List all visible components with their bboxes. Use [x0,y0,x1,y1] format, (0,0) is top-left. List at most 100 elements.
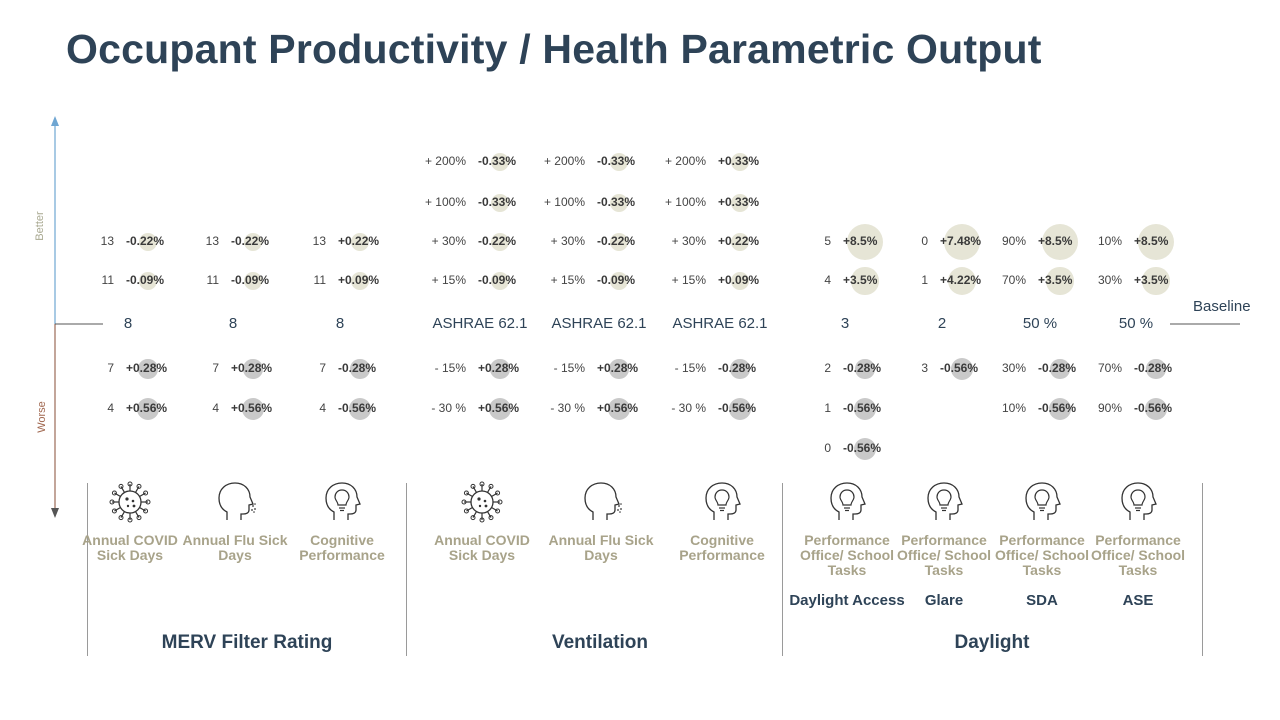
percent-change: -0.56% [843,401,882,415]
percent-change: +3.5% [1134,273,1169,287]
percent-change: -0.56% [1038,401,1077,415]
better-arrow-head [51,116,59,126]
level-value: + 200% [664,154,706,168]
level-value: 30% [1001,361,1026,375]
level-value: 7 [319,361,326,375]
level-value: - 15% [434,361,466,375]
metric-label: Annual COVID Sick Days [82,532,178,563]
percent-change: +3.5% [1038,273,1073,287]
decline-circle [728,397,752,421]
percent-change: +8.5% [843,234,878,248]
percent-change: +7.48% [940,234,982,248]
percent-change: +4.22% [940,273,982,287]
level-value: + 100% [424,195,466,209]
level-value: + 15% [550,273,585,287]
baseline-value: 2 [937,315,947,332]
improvement-circle [730,193,750,213]
percent-change: +0.28% [597,361,639,375]
percent-change: -0.28% [1038,361,1077,375]
decline-circle [730,359,750,379]
improvement-circle [138,232,158,252]
improvement-circle [1046,267,1074,295]
percent-change: +0.28% [231,361,273,375]
percent-change: +0.56% [231,401,273,415]
daylight-metric-label: Glare [924,592,964,609]
percent-change: +0.56% [478,401,520,415]
metric-label: Performance Office/ School Tasks [994,532,1090,578]
improvement-circle [350,232,370,252]
percent-change: +3.5% [843,273,878,287]
level-value: + 100% [664,195,706,209]
metric-label: Cognitive Performance [679,532,765,563]
group-title-ventilation: Ventilation [551,632,649,653]
metric-label: Performance Office/ School Tasks [1090,532,1186,578]
baseline-value: ASHRAE 62.1 [551,315,647,332]
improvement-circle [243,271,263,291]
level-value: 4 [107,401,114,415]
level-value: 13 [205,234,219,248]
decline-circle [241,397,265,421]
improvement-circle [490,193,510,213]
flu-head-icon [579,480,623,524]
decline-circle [853,437,877,461]
improvement-circle [1142,267,1170,295]
level-value: 1 [824,401,831,415]
metric-label: Performance Office/ School Tasks [799,532,895,578]
decline-circle [950,357,974,381]
percent-change: +8.5% [1134,234,1169,248]
percent-change: +0.33% [718,154,760,168]
lightbulb-head-icon [922,480,966,524]
group-divider [406,483,407,656]
decline-circle [1144,397,1168,421]
level-value: - 30 % [550,401,585,415]
level-value: 1 [921,273,928,287]
lightbulb-head-icon [1116,480,1160,524]
improvement-circle [730,232,750,252]
baseline-value: 50 % [1022,315,1058,332]
flu-head-icon [213,480,257,524]
level-value: + 15% [431,273,466,287]
decline-circle [1050,359,1070,379]
lightbulb-head-icon [1020,480,1064,524]
percent-change: -0.33% [478,154,517,168]
level-value: + 15% [671,273,706,287]
improvement-circle [730,152,750,172]
level-value: + 100% [543,195,585,209]
improvement-circle [490,271,510,291]
level-value: + 30% [550,234,585,248]
percent-change: +0.28% [478,361,520,375]
percent-change: -0.56% [843,441,882,455]
daylight-metric-label: ASE [1122,592,1154,609]
level-value: 10% [1001,401,1026,415]
decline-circle [609,359,629,379]
level-value: 11 [313,273,326,287]
decline-circle [607,397,631,421]
baseline-value: 50 % [1118,315,1154,332]
group-title-daylight: Daylight [954,632,1030,653]
percent-change: +0.56% [126,401,168,415]
percent-change: -0.09% [478,273,517,287]
percent-change: -0.09% [126,273,165,287]
percent-change: -0.22% [478,234,517,248]
percent-change: +0.56% [597,401,639,415]
decline-circle [855,359,875,379]
baseline-value: ASHRAE 62.1 [432,315,528,332]
group-title-merv: MERV Filter Rating [161,632,333,653]
percent-change: -0.22% [126,234,165,248]
baseline-value: 3 [840,315,850,332]
improvement-circle [1042,224,1078,260]
level-value: 0 [921,234,928,248]
improvement-circle [490,152,510,172]
percent-change: -0.09% [597,273,636,287]
level-value: 11 [101,273,114,287]
decline-circle [490,359,510,379]
metric-label: Annual Flu Sick Days [548,532,654,563]
level-value: 7 [212,361,219,375]
percent-change: -0.09% [231,273,270,287]
level-value: 90% [1097,401,1122,415]
daylight-metric-label: Daylight Access [789,592,905,609]
percent-change: -0.28% [338,361,377,375]
improvement-circle [609,271,629,291]
level-value: 0 [824,441,831,455]
percent-change: -0.33% [597,154,636,168]
